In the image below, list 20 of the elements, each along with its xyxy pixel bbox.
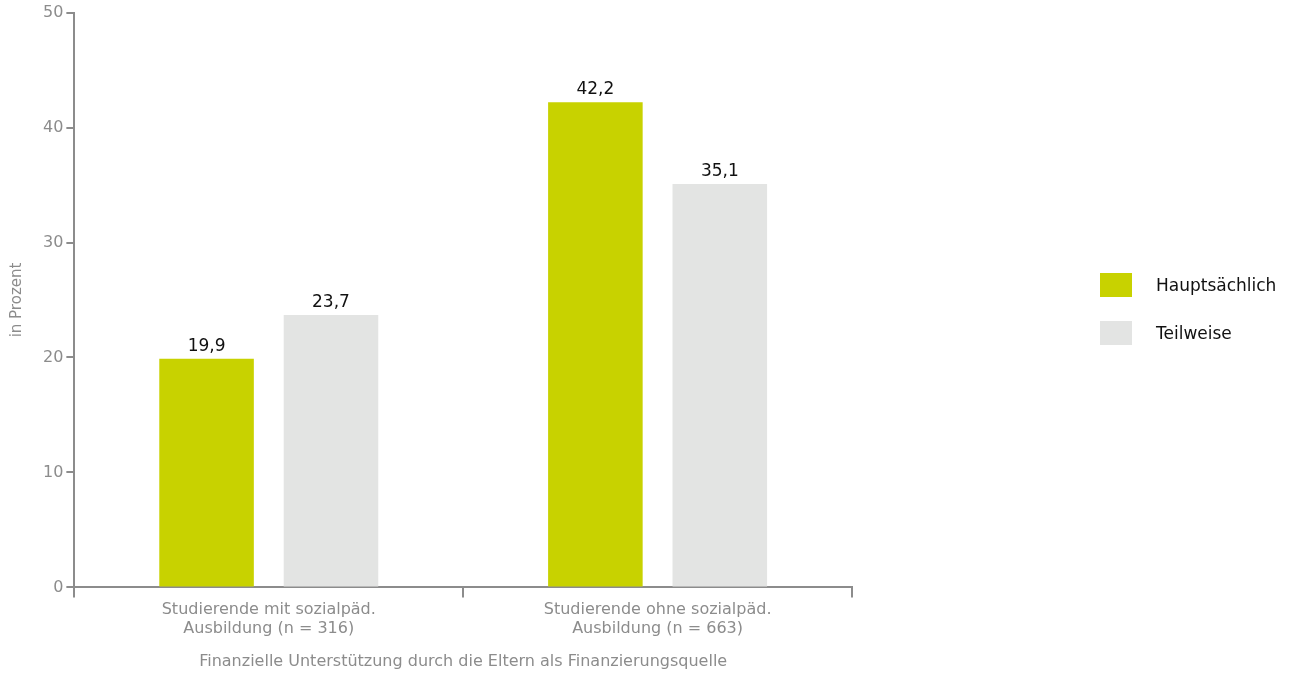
x-tick-label: Studierende ohne sozialpäd. Ausbildung (n = 663) [543, 599, 772, 638]
bar [548, 102, 643, 587]
bar [159, 358, 254, 587]
legend-label: Teilweise [1156, 323, 1232, 343]
data-label: 19,9 [187, 334, 226, 355]
y-tick-label: 20 [43, 346, 64, 366]
y-tick-label: 0 [53, 576, 64, 596]
y-tick-label: 40 [43, 116, 64, 136]
data-label: 35,1 [700, 159, 739, 180]
legend-label: Hauptsächlich [1156, 275, 1277, 295]
data-label: 42,2 [576, 78, 615, 99]
y-axis-title: in Prozent [6, 262, 25, 338]
bar [283, 314, 379, 587]
x-tick-label: Studierende mit sozialpäd. Ausbildung (n = 316) [161, 599, 376, 638]
x-axis-title: Finanzielle Unterstützung durch die Eltern als Finanzierungsquelle [199, 650, 728, 670]
y-tick-label: 10 [43, 461, 64, 481]
y-tick-label: 30 [43, 231, 64, 251]
y-tick-label: 50 [43, 1, 64, 21]
bar [672, 183, 768, 587]
data-label: 23,7 [312, 290, 350, 311]
